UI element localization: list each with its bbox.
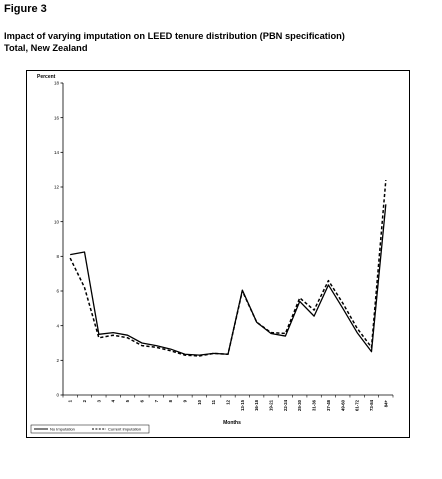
x-tick-label: 7 — [154, 399, 159, 402]
x-tick-label: 25-30 — [297, 399, 302, 411]
chart-frame: 0 2 4 6 8 10 12 14 16 18 1 2 3 4 5 6 7 8 9 10 11 12 13-15 16-1… — [26, 70, 410, 438]
x-tick-label: 22-24 — [283, 399, 288, 411]
x-tick-label: 13-15 — [240, 399, 245, 411]
series-lines — [69, 180, 387, 357]
x-tick-label: 5 — [125, 399, 130, 402]
legend-label: No Imputation — [50, 427, 75, 432]
chart-title-line-1: Impact of varying imputation on LEED ten… — [4, 31, 345, 41]
y-tick-label: 12 — [54, 185, 60, 190]
x-tick-label: 3 — [96, 399, 101, 402]
x-tick-label: 2 — [82, 399, 87, 402]
x-tick-label: 84+ — [383, 400, 388, 408]
chart-axes — [60, 82, 394, 398]
no-imputation-line — [70, 204, 387, 356]
x-tick-label: 31-36 — [312, 399, 317, 411]
y-tick-label: 16 — [54, 115, 60, 120]
y-tick-label: 10 — [54, 219, 60, 224]
current-imputation-line — [69, 180, 387, 357]
x-tick-label: 12 — [226, 399, 231, 404]
x-tick-label: 4 — [111, 399, 116, 402]
x-tick-label: 9 — [182, 399, 187, 402]
y-axis-title: Percent — [37, 74, 56, 80]
x-tick-label: 49-60 — [340, 399, 345, 411]
figure-label: Figure 3 — [4, 3, 47, 15]
x-tick-label: 19-21 — [269, 399, 274, 411]
y-tick-labels: 0 2 4 6 8 10 12 14 16 18 — [54, 81, 60, 398]
x-axis-title: Months — [223, 420, 241, 426]
y-tick-label: 2 — [56, 358, 59, 363]
x-tick-label: 11 — [211, 399, 216, 404]
y-tick-label: 4 — [56, 323, 59, 328]
x-tick-label: 37-48 — [326, 399, 331, 411]
chart-title-line-2: Total, New Zealand — [4, 43, 88, 53]
y-tick-label: 18 — [54, 81, 60, 86]
x-tick-label: 16-18 — [254, 399, 259, 411]
legend-label: Current Imputation — [108, 427, 141, 432]
chart-legend: No Imputation Current Imputation — [30, 424, 150, 434]
x-tick-label: 73-84 — [369, 399, 374, 411]
x-tick-label: 8 — [168, 399, 173, 402]
y-tick-label: 8 — [56, 254, 59, 259]
x-tick-label: 10 — [197, 399, 202, 404]
y-tick-label: 6 — [56, 289, 59, 294]
x-tick-label: 61-72 — [355, 399, 360, 411]
x-tick-label: 6 — [139, 399, 144, 402]
x-tick-labels: 1 2 3 4 5 6 7 8 9 10 11 12 13-15 16-18 19-21 22-24 25-30… — [68, 399, 389, 411]
y-tick-label: 14 — [54, 150, 60, 155]
chart-title: Impact of varying imputation on LEED ten… — [4, 30, 434, 54]
x-tick-label: 1 — [68, 399, 73, 402]
legend-box — [30, 424, 150, 434]
y-tick-label: 0 — [56, 393, 59, 398]
